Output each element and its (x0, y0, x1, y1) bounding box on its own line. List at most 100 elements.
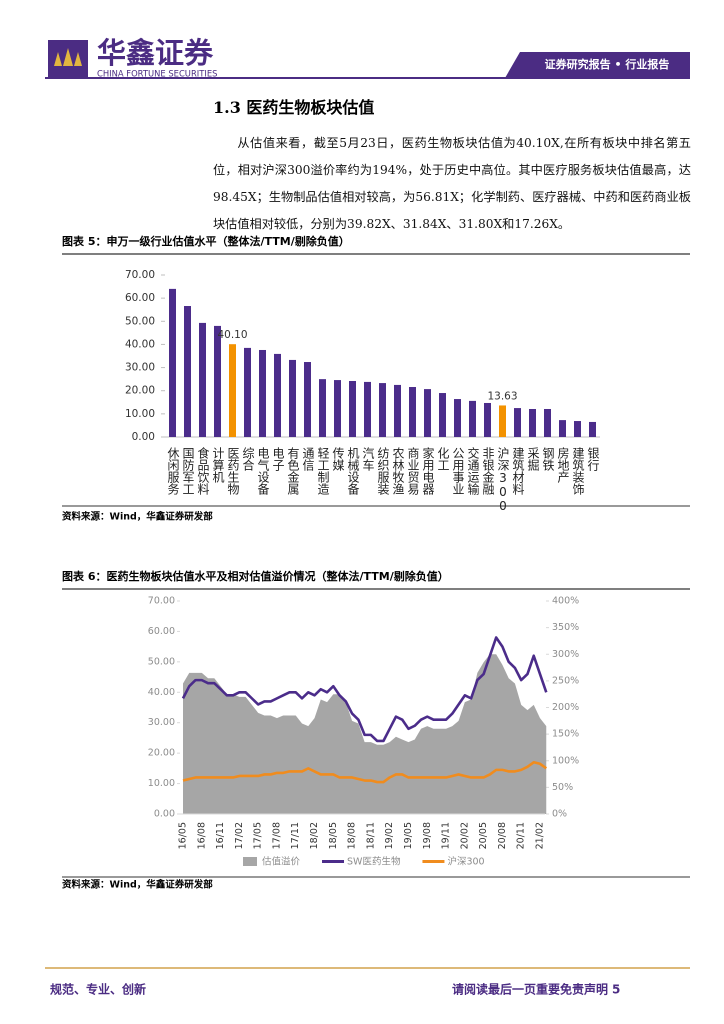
bar (289, 359, 296, 437)
line (182, 760, 548, 784)
y-tick-label: 0.00 (154, 809, 175, 820)
y-tick-label: 20.00 (125, 385, 155, 397)
bar (349, 380, 356, 437)
bar (469, 400, 476, 437)
y-tick-label: 30.00 (148, 717, 175, 728)
x-tick-label: 18/08 (347, 822, 358, 849)
y2-tick-label: 200% (552, 702, 579, 713)
bar (229, 344, 236, 437)
x-tick-label: 计算机 (211, 447, 225, 483)
logo-cn: 华鑫证券 (97, 36, 214, 70)
x-tick-label: 化工 (436, 447, 450, 471)
x-tick-label: 电气设备 (256, 447, 270, 496)
x-tick-label: 银行 (586, 447, 600, 471)
x-tick-label: 20/05 (478, 822, 489, 849)
x-tick-label: 20/08 (497, 822, 508, 849)
y-tick-label: 60.00 (148, 626, 175, 637)
figure-caption: 图表 6：医药生物板块估值水平及相对估值溢价情况（整体法/TTM/剔除负值） (62, 569, 449, 583)
x-tick-label: 18/11 (365, 822, 376, 849)
page-number: 5 (612, 983, 620, 997)
bar (184, 306, 191, 437)
figure-source: 资料来源：Wind，华鑫证券研发部 (62, 879, 213, 891)
y-tick-label: 40.00 (125, 338, 155, 350)
x-tick-label: 机械设备 (346, 447, 360, 496)
x-tick-label: 医药生物 (226, 447, 240, 495)
section-title: 1.3 医药生物板块估值 (213, 98, 375, 117)
x-tick-label: 综合 (241, 447, 255, 471)
bar (574, 421, 581, 437)
line (181, 636, 548, 743)
x-tick-label: 采掘 (526, 447, 540, 472)
bar (589, 421, 596, 437)
x-tick-label: 房地产 (556, 446, 570, 484)
bar (544, 408, 551, 437)
logo-en: CHINA FORTUNE SECURITIES (97, 69, 217, 79)
figure-caption: 图表 5：申万一级行业估值水平（整体法/TTM/剔除负值） (62, 234, 350, 248)
bar (214, 325, 221, 437)
y-tick-label: 70.00 (125, 269, 155, 281)
bar (439, 393, 446, 437)
y2-tick-label: 100% (552, 755, 579, 766)
x-tick-label: 农林牧渔 (391, 447, 405, 495)
x-tick-label: 16/11 (215, 822, 226, 849)
y-tick-label: 20.00 (148, 748, 175, 759)
legend-label: SW医药生物 (347, 856, 401, 868)
x-tick-label: 19/05 (403, 822, 414, 849)
bar (319, 379, 326, 437)
bar (514, 408, 521, 437)
bar (244, 347, 251, 437)
x-tick-label: 国防军工 (181, 447, 195, 495)
x-tick-label: 纺织服装 (376, 447, 390, 496)
banner-text: 证券研究报告 • 行业报告 (545, 57, 670, 71)
y2-tick-label: 300% (552, 649, 579, 660)
y-tick-label: 60.00 (125, 292, 155, 304)
x-tick-label: 16/08 (196, 822, 207, 849)
x-tick-label: 商业贸易 (406, 446, 420, 496)
x-tick-label: 17/05 (253, 822, 264, 849)
bar (364, 381, 371, 437)
bar (379, 383, 386, 437)
bar (394, 384, 401, 437)
y-tick-label: 30.00 (125, 362, 155, 374)
legend-label: 估值溢价 (262, 856, 301, 868)
value-label: 40.10 (217, 329, 247, 341)
footer-disclaimer: 请阅读最后一页重要免责声明 (452, 982, 608, 997)
x-tick-label: 17/02 (234, 822, 245, 849)
x-tick-label: 沪深300 (496, 447, 510, 513)
y-tick-label: 50.00 (125, 315, 155, 327)
y-tick-label: 70.00 (148, 596, 175, 607)
y-tick-label: 0.00 (132, 431, 155, 443)
x-tick-label: 19/11 (441, 822, 452, 849)
x-tick-label: 休闲服务 (166, 447, 180, 495)
paragraph: 从估值来看，截至5月23日，医药生物板块估值为40.10X,在所有板块中排名第五… (213, 136, 691, 231)
x-tick-label: 18/05 (328, 822, 339, 849)
x-tick-label: 交通运输 (466, 446, 480, 496)
y-tick-label: 50.00 (148, 656, 175, 667)
y-tick-label: 10.00 (125, 408, 155, 420)
y2-tick-label: 50% (552, 782, 573, 793)
bar (454, 399, 461, 437)
x-tick-label: 电子 (271, 447, 285, 471)
y2-tick-label: 400% (552, 596, 579, 607)
y2-tick-label: 150% (552, 729, 579, 740)
y2-tick-label: 0% (552, 809, 567, 820)
x-tick-label: 汽车 (361, 446, 375, 472)
x-tick-label: 有色金属 (286, 447, 300, 496)
bar (529, 408, 536, 437)
bar (169, 288, 176, 437)
banner (505, 52, 690, 78)
x-tick-label: 17/08 (271, 822, 282, 849)
bar (274, 353, 281, 437)
x-tick-label: 通信 (301, 447, 315, 472)
x-tick-label: 建筑装饰 (571, 447, 585, 495)
bar (424, 389, 431, 437)
footer-motto: 规范、专业、创新 (50, 982, 146, 997)
value-label: 13.63 (487, 390, 517, 402)
y2-tick-label: 350% (552, 622, 579, 633)
x-tick-label: 传媒 (331, 446, 345, 471)
x-tick-label: 16/05 (178, 822, 189, 849)
x-tick-label: 钢铁 (541, 447, 555, 471)
y2-tick-label: 250% (552, 675, 579, 686)
